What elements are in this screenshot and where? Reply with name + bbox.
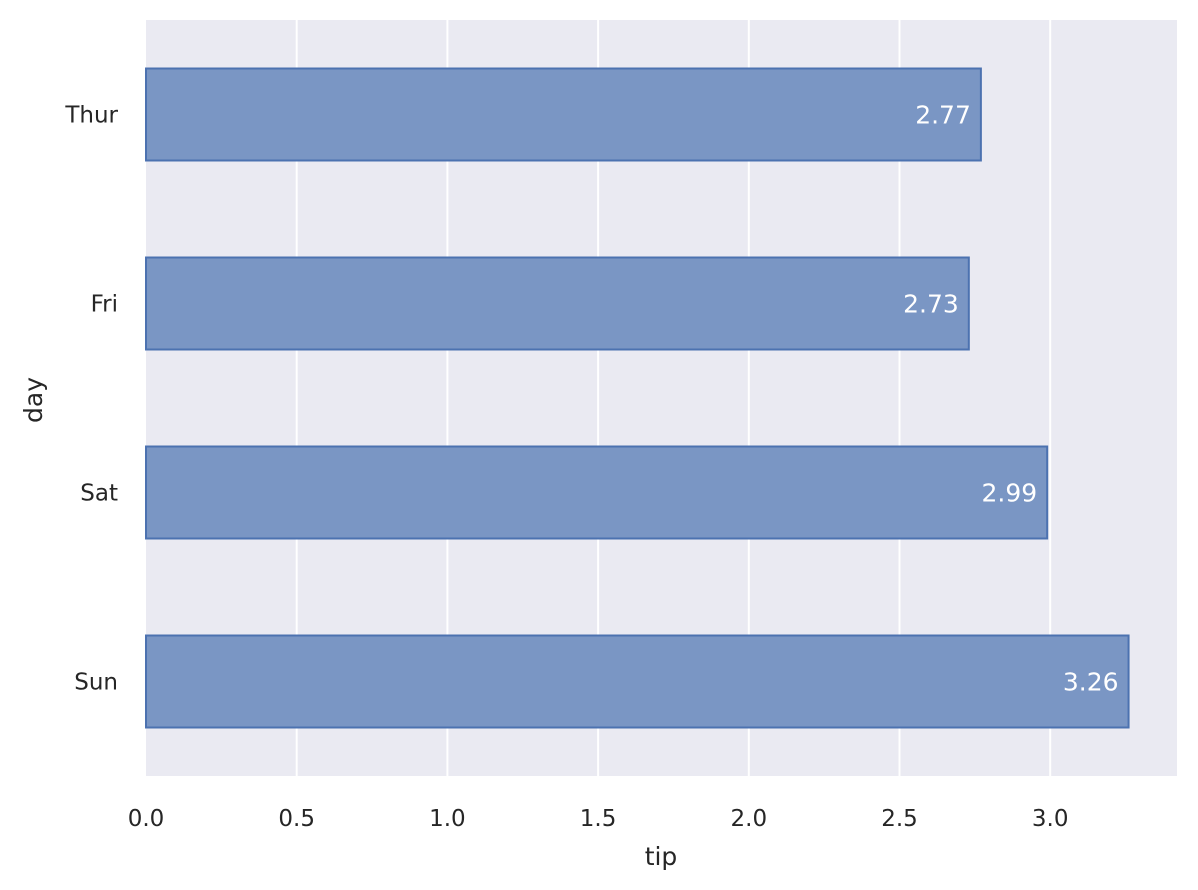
x-tick-label: 2.0 xyxy=(731,806,768,832)
data-label-fri: 2.73 xyxy=(903,290,959,319)
y-tick-label-sat: Sat xyxy=(80,481,118,507)
y-tick-label-sun: Sun xyxy=(74,670,118,696)
y-tick-label-fri: Fri xyxy=(91,292,118,318)
x-tick-label: 0.0 xyxy=(128,806,165,832)
data-label-sun: 3.26 xyxy=(1063,668,1119,697)
x-tick-label: 2.5 xyxy=(881,806,918,832)
y-axis-label: day xyxy=(19,377,48,423)
bar-fri xyxy=(145,256,970,351)
bar-sun xyxy=(145,634,1130,729)
x-tick-label: 3.0 xyxy=(1032,806,1069,832)
bars xyxy=(145,67,1130,729)
x-axis-label: tip xyxy=(645,842,678,871)
x-tick-label: 1.0 xyxy=(429,806,466,832)
x-tick-labels: 0.0 0.5 1.0 1.5 2.0 2.5 3.0 xyxy=(128,806,1069,832)
y-tick-labels: Thur Fri Sat Sun xyxy=(64,103,118,696)
data-labels: 2.77 2.73 2.99 3.26 xyxy=(903,101,1118,697)
bar-thur xyxy=(145,67,982,162)
bar-sat xyxy=(145,445,1049,540)
data-label-thur: 2.77 xyxy=(915,101,971,130)
y-tick-label-thur: Thur xyxy=(64,103,118,129)
x-tick-label: 0.5 xyxy=(278,806,315,832)
x-tick-label: 1.5 xyxy=(580,806,617,832)
data-label-sat: 2.99 xyxy=(982,479,1038,508)
